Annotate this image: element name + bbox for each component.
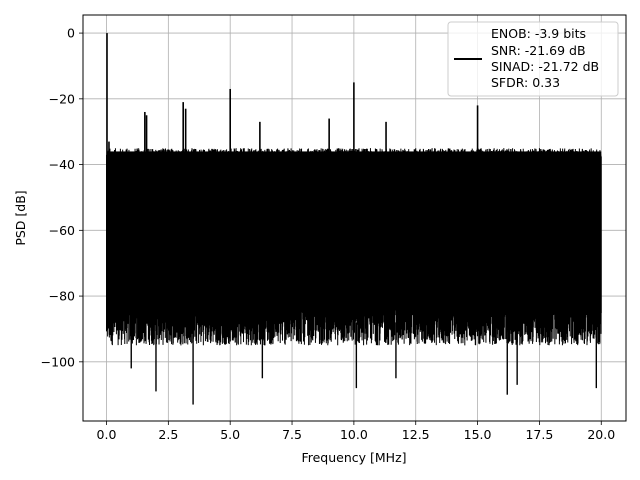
legend-sinad: SINAD: -21.72 dB [491,59,599,74]
y-axis-label: PSD [dB] [13,190,28,245]
x-tick-label: 17.5 [525,427,553,442]
y-axis: 0 −20 −40 −60 −80 −100 [41,26,83,369]
y-tick-label: −20 [49,91,75,106]
x-axis-label: Frequency [MHz] [301,450,406,465]
legend-box [447,21,619,97]
legend: ENOB: -3.9 bits SNR: -21.69 dB SINAD: -2… [447,21,619,97]
y-tick-label: 0 [67,26,75,41]
x-tick-label: 7.5 [282,427,302,442]
y-tick-label: −100 [41,354,75,369]
plot-frame [82,14,627,422]
x-tick-label: 0.0 [97,427,117,442]
y-tick-label: −60 [49,223,75,238]
y-tick-label: −40 [49,157,75,172]
legend-enob: ENOB: -3.9 bits [491,26,586,41]
x-tick-label: 5.0 [220,427,240,442]
y-tick-label: −80 [49,289,75,304]
psd-series [106,33,602,405]
psd-band-core [106,151,602,306]
x-tick-label: 12.5 [402,427,430,442]
x-tick-label: 2.5 [158,427,178,442]
legend-snr: SNR: -21.69 dB [491,43,586,58]
x-tick-label: 20.0 [587,427,615,442]
x-tick-label: 15.0 [464,427,492,442]
x-axis: 0.0 2.5 5.0 7.5 10.0 12.5 15.0 17.5 20.0 [97,421,615,442]
legend-sfdr: SFDR: 0.33 [491,75,560,90]
x-tick-label: 10.0 [340,427,368,442]
